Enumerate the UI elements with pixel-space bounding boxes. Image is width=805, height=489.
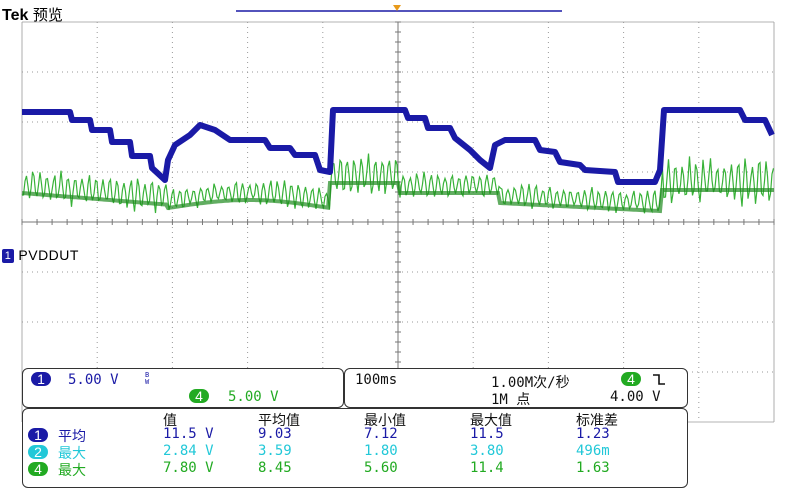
measurement-type: 最大 bbox=[58, 445, 86, 461]
record-length: 1M 点 bbox=[491, 392, 531, 408]
channel-1-label: PVDDUT bbox=[18, 247, 79, 263]
channel-1-scale: 5.00 V bbox=[68, 372, 119, 388]
trigger-source-badge: 4 bbox=[621, 372, 641, 386]
channel-1-badge: 1 bbox=[31, 372, 51, 386]
channel-scale-panel[interactable]: 1 5.00 V B W 4 5.00 V bbox=[22, 368, 344, 408]
measurement-value: 1.63 bbox=[576, 460, 610, 476]
measurement-header: 最小值 bbox=[364, 412, 406, 428]
trigger-level: 4.00 V bbox=[610, 389, 661, 405]
channel-4-envelope bbox=[21, 181, 774, 214]
channel-4-badge: 4 bbox=[189, 389, 209, 403]
measurement-header: 标准差 bbox=[576, 412, 618, 428]
brand-label: Tek 预览 bbox=[2, 4, 63, 25]
timebase-panel[interactable]: 100ms 1.00M次/秒 1M 点 4 4.00 V bbox=[344, 368, 688, 408]
channel-1-badge: 1 bbox=[2, 249, 14, 264]
measurement-value: 2.84 V bbox=[163, 443, 214, 459]
measurement-value: 11.5 bbox=[470, 426, 504, 442]
waveform-traces bbox=[21, 107, 775, 214]
bandwidth-limit-icon: B W bbox=[145, 371, 150, 386]
measurement-header: 值 bbox=[163, 412, 177, 428]
trigger-position-marker bbox=[393, 5, 401, 11]
measurement-value: 8.45 bbox=[258, 460, 292, 476]
measurement-value: 496m bbox=[576, 443, 610, 459]
measurement-channel-badge: 4 bbox=[28, 462, 48, 476]
measurement-value: 3.59 bbox=[258, 443, 292, 459]
falling-edge-icon bbox=[653, 374, 665, 385]
graticule bbox=[21, 21, 775, 423]
timebase-value: 100ms bbox=[355, 372, 398, 388]
measurement-header: 平均值 bbox=[258, 412, 300, 428]
channel-1-trace bbox=[22, 107, 775, 185]
measurement-channel-badge: 1 bbox=[28, 428, 48, 442]
measurement-panel bbox=[22, 408, 688, 488]
measurement-channel-badge: 2 bbox=[28, 445, 48, 459]
measurement-value: 9.03 bbox=[258, 426, 292, 442]
channel-1-ground-marker[interactable]: 1 PVDDUT bbox=[2, 247, 79, 264]
channel-4-scale: 5.00 V bbox=[228, 389, 279, 405]
measurement-value: 7.80 V bbox=[163, 460, 214, 476]
measurement-type: 最大 bbox=[58, 462, 86, 478]
measurement-header: 最大值 bbox=[470, 412, 512, 428]
sample-rate: 1.00M次/秒 bbox=[491, 375, 570, 391]
measurement-value: 1.80 bbox=[364, 443, 398, 459]
measurement-value: 7.12 bbox=[364, 426, 398, 442]
channel-4-trace bbox=[21, 153, 775, 214]
measurement-value: 5.60 bbox=[364, 460, 398, 476]
mode-label: 预览 bbox=[32, 7, 63, 24]
measurement-value: 3.80 bbox=[470, 443, 504, 459]
measurement-type: 平均 bbox=[58, 428, 86, 444]
measurement-value: 1.23 bbox=[576, 426, 610, 442]
brand-name: Tek bbox=[2, 7, 29, 24]
measurement-value: 11.4 bbox=[470, 460, 504, 476]
measurement-value: 11.5 V bbox=[163, 426, 214, 442]
